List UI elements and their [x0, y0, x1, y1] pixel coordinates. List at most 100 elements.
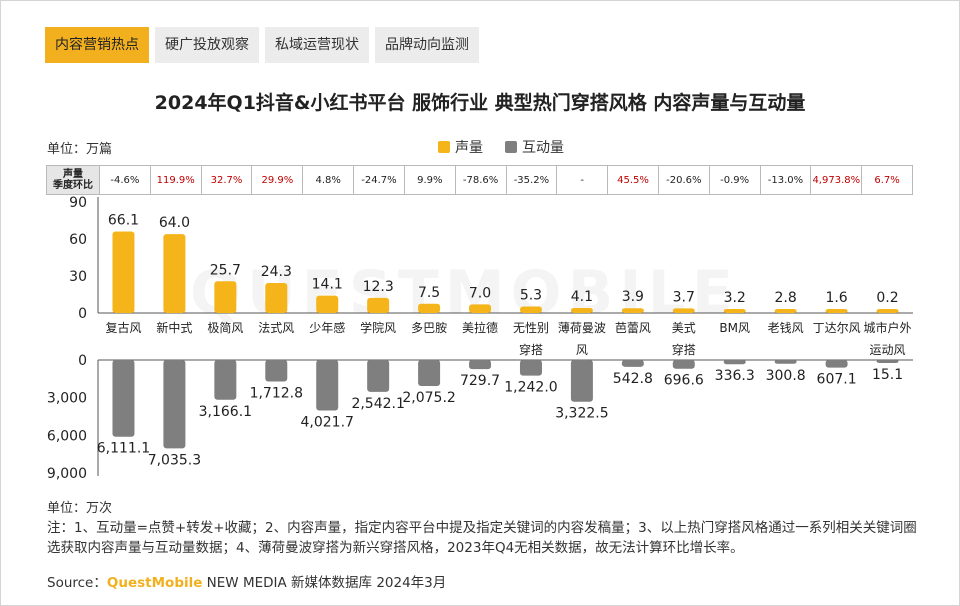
interaction-data-label: 3,322.5 [555, 406, 608, 422]
interaction-data-label: 15.1 [872, 367, 903, 383]
legend-label-interaction: 互动量 [522, 140, 564, 156]
interaction-bar [621, 360, 644, 367]
volume-bar [112, 231, 135, 313]
legend-swatch-volume [438, 141, 450, 153]
y-tick-label-bottom: 0 [78, 353, 87, 369]
category-label: 学院风 [360, 320, 396, 335]
interaction-bar [672, 360, 695, 369]
volume-data-label: 66.1 [108, 212, 139, 228]
interaction-bar [570, 360, 593, 402]
tab-brand-trends[interactable]: 品牌动向监测 [375, 27, 479, 63]
category-label: 美式 [672, 321, 696, 335]
volume-data-label: 5.3 [520, 287, 542, 303]
category-label: 无性别 [513, 321, 549, 335]
unit-top-label: 单位：万篇 [47, 142, 113, 157]
volume-bar [163, 234, 186, 313]
category-label: 丁达尔风 [813, 320, 861, 335]
qoq-cell: 9.9% [403, 165, 456, 195]
qoq-cell: - [556, 165, 609, 195]
qoq-cell: -13.0% [759, 165, 812, 195]
questmobile-logo: QuestMobile [106, 575, 203, 591]
volume-bar [418, 303, 441, 313]
volume-data-label: 3.9 [622, 289, 644, 305]
qoq-cell: -4.6% [99, 165, 151, 195]
y-tick-label-top: 30 [69, 269, 87, 285]
y-tick-label-top: 0 [78, 306, 87, 322]
tab-content-marketing[interactable]: 内容营销热点 [45, 27, 149, 63]
legend-item-interaction: 互动量 [505, 137, 564, 157]
volume-data-label: 64.0 [159, 215, 190, 231]
volume-data-label: 4.1 [571, 289, 593, 305]
interaction-data-label: 2,075.2 [402, 390, 455, 406]
interaction-bar [163, 360, 186, 449]
volume-bar [367, 297, 390, 313]
interaction-data-label: 2,542.1 [351, 396, 404, 412]
interaction-data-label: 542.8 [613, 371, 653, 387]
y-tick-label-bottom: 3,000 [47, 391, 87, 407]
category-label: 复古风 [105, 320, 141, 335]
category-label: 新中式 [156, 320, 192, 335]
category-label: 城市户外 [864, 320, 912, 335]
interaction-data-label: 696.6 [664, 373, 704, 389]
qoq-cell: -0.9% [708, 165, 761, 195]
qoq-header: 声量 季度环比 [46, 165, 100, 195]
qoq-cell: 119.9% [149, 165, 202, 195]
tab-bar: 内容营销热点 硬广投放观察 私域运营现状 品牌动向监测 [45, 27, 479, 63]
category-label: 少年感 [309, 320, 345, 335]
interaction-bar [367, 360, 390, 392]
volume-data-label: 1.6 [825, 290, 847, 306]
interaction-data-label: 4,021.7 [301, 414, 354, 430]
volume-bar [876, 309, 899, 313]
interaction-bar [723, 360, 746, 365]
interaction-data-label: 607.1 [817, 372, 857, 388]
volume-bar [723, 309, 746, 313]
qoq-cell: -20.6% [657, 165, 710, 195]
y-tick-label-bottom: 9,000 [47, 466, 87, 482]
interaction-bar [316, 360, 339, 411]
interaction-bar [418, 360, 441, 387]
volume-bar [469, 304, 492, 313]
volume-data-label: 12.3 [363, 279, 394, 295]
volume-data-label: 25.7 [210, 262, 241, 278]
volume-bar [672, 308, 695, 313]
volume-data-label: 7.5 [418, 285, 440, 301]
qoq-cell: 6.7% [861, 165, 913, 195]
tab-hard-ads[interactable]: 硬广投放观察 [155, 27, 259, 63]
legend: 声量 互动量 [438, 137, 564, 157]
qoq-header-line2: 季度环比 [53, 180, 93, 191]
interaction-data-label: 3,166.1 [199, 404, 252, 420]
source-line: Source：QuestMobile NEW MEDIA 新媒体数据库 2024… [47, 571, 446, 591]
volume-bar [214, 281, 237, 313]
volume-data-label: 3.2 [724, 290, 746, 306]
category-label: 风 [576, 343, 588, 357]
volume-data-label: 14.1 [312, 277, 343, 293]
y-tick-label-top: 60 [69, 232, 87, 248]
notes: 注：1、互动量=点赞+转发+收藏；2、内容声量，指定内容平台中提及指定关键词的内… [47, 520, 917, 556]
interaction-data-label: 1,242.0 [504, 380, 557, 396]
qoq-cell: 32.7% [200, 165, 253, 195]
interaction-bar [469, 360, 492, 370]
qoq-header-line1: 声量 [63, 169, 83, 180]
volume-data-label: 3.7 [673, 289, 695, 305]
source-prefix: Source： [47, 575, 107, 591]
interaction-bar [112, 360, 135, 437]
category-label: BM风 [719, 321, 750, 335]
volume-bar [265, 283, 288, 313]
interaction-bar [825, 360, 848, 368]
unit-bottom-label: 单位：万次 [47, 501, 113, 516]
tab-private-domain[interactable]: 私域运营现状 [265, 27, 369, 63]
legend-item-volume: 声量 [438, 137, 483, 157]
category-label: 穿搭 [672, 342, 696, 357]
category-label: 法式风 [258, 321, 294, 335]
category-label: 运动风 [870, 343, 906, 357]
interaction-bar [265, 360, 288, 382]
qoq-row: 声量 季度环比 -4.6% 119.9% 32.7% 29.9% 4.8% -24.7% 9… [46, 165, 913, 195]
category-label: 美拉德 [462, 320, 498, 335]
interaction-data-label: 336.3 [715, 368, 755, 384]
volume-data-label: 7.0 [469, 285, 491, 301]
volume-data-label: 2.8 [775, 290, 797, 306]
interaction-data-label: 1,712.8 [250, 386, 303, 402]
interaction-bar [519, 360, 542, 376]
volume-bar [570, 307, 593, 313]
